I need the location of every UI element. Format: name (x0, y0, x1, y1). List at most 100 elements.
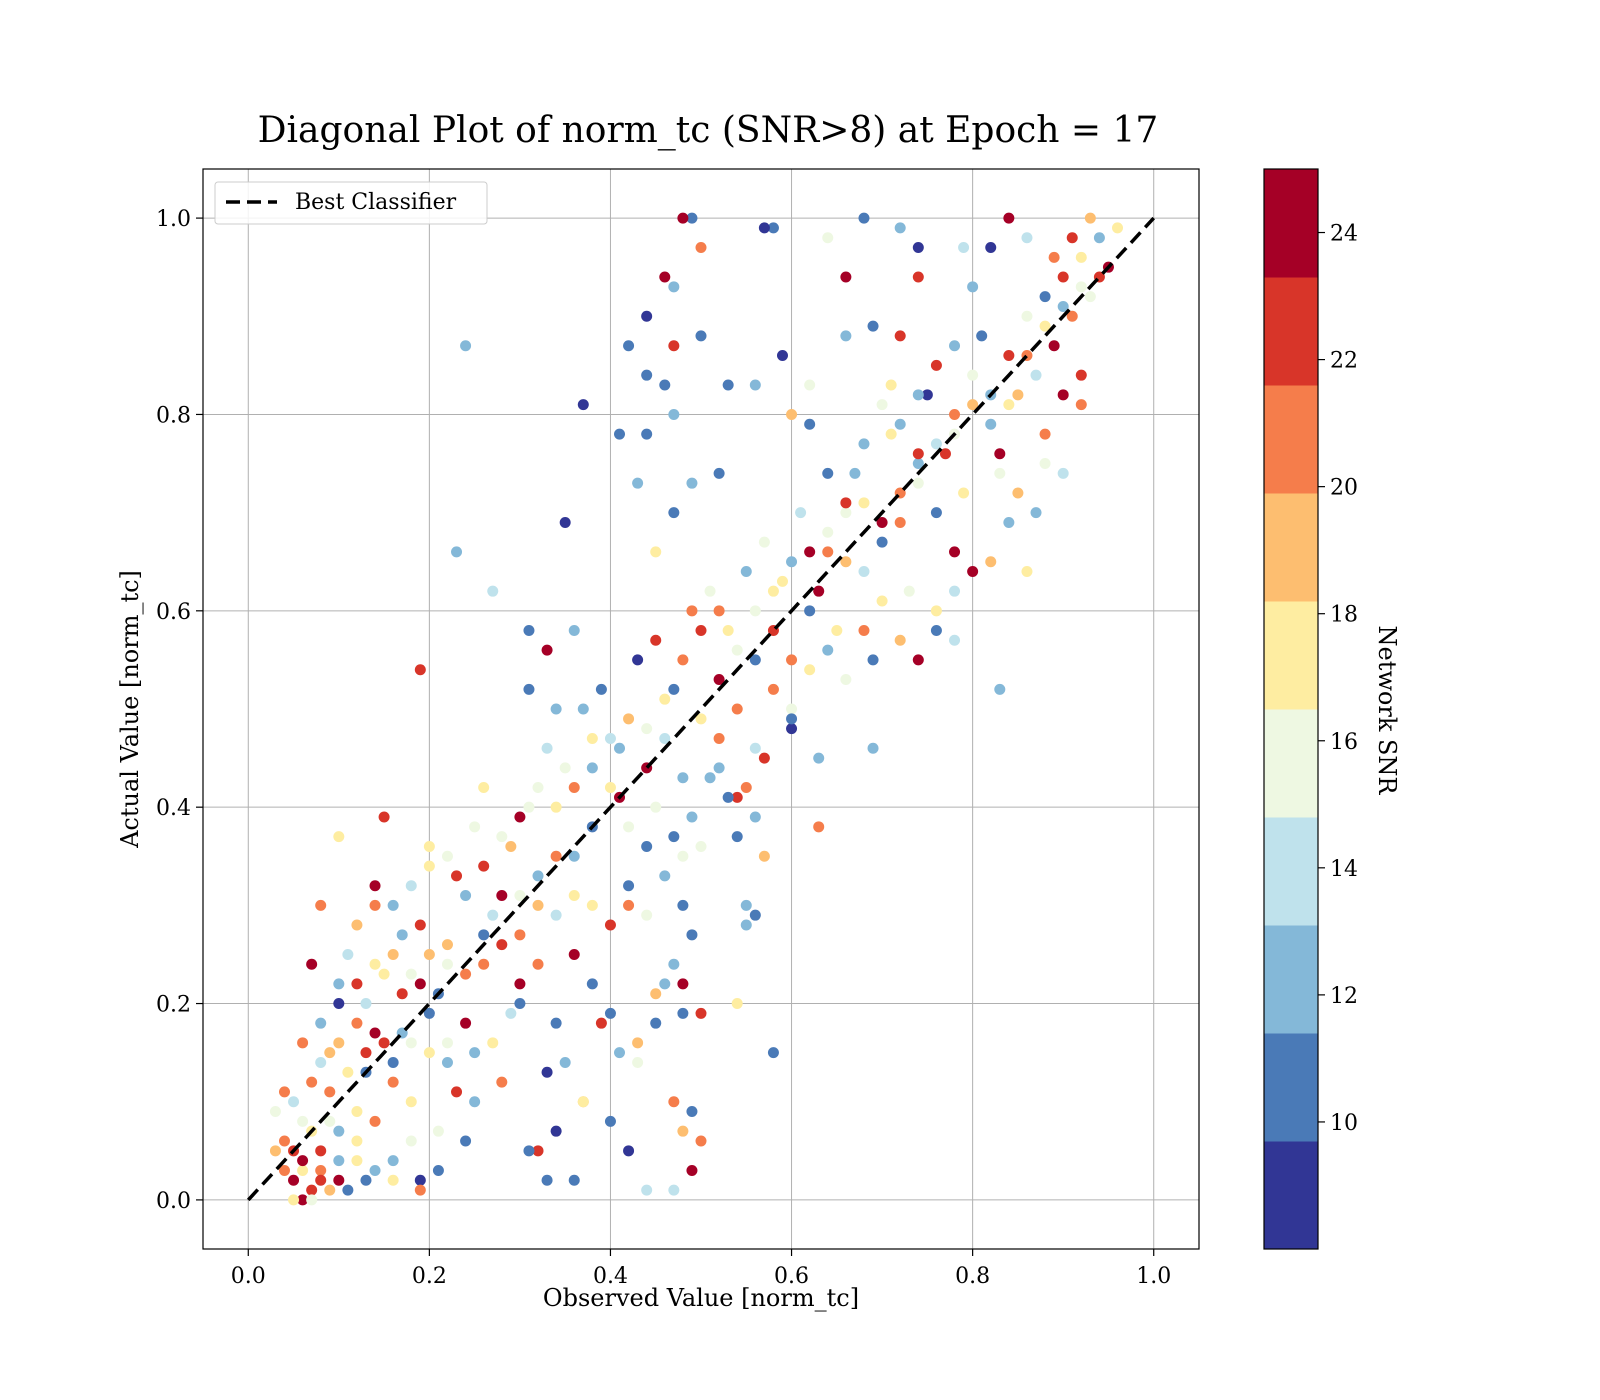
y-tick-label: 0.8 (156, 403, 191, 428)
data-point (586, 762, 598, 774)
data-point (387, 1056, 399, 1068)
data-point (577, 399, 589, 411)
data-point (713, 674, 725, 686)
data-point (405, 1096, 417, 1108)
x-tick-label: 0.6 (774, 1264, 809, 1289)
data-point (469, 1047, 481, 1059)
data-point (532, 899, 544, 911)
data-point (297, 1164, 309, 1176)
data-point (487, 585, 499, 597)
data-point (659, 693, 671, 705)
data-point (278, 1135, 290, 1147)
data-point (958, 487, 970, 499)
data-point (749, 605, 761, 617)
best-classifier-line (246, 216, 1156, 1202)
data-point (786, 713, 798, 725)
x-tick-label: 1.0 (1136, 1264, 1171, 1289)
data-point (641, 1184, 653, 1196)
data-point (867, 654, 879, 666)
data-point (460, 1135, 472, 1147)
data-point (804, 546, 816, 558)
data-point (840, 497, 852, 509)
data-point (804, 664, 816, 676)
data-point (1075, 281, 1087, 293)
data-point (306, 958, 318, 970)
data-point (423, 840, 435, 852)
data-point (967, 399, 979, 411)
data-point (315, 1164, 327, 1176)
data-point (414, 1174, 426, 1186)
data-point (387, 1155, 399, 1167)
data-point (632, 654, 644, 666)
data-point (568, 948, 580, 960)
data-point (1075, 251, 1087, 263)
colorbar-frame (1263, 168, 1319, 1250)
data-point (369, 1027, 381, 1039)
data-point (423, 1007, 435, 1019)
data-point (360, 1047, 372, 1059)
data-point (767, 683, 779, 695)
data-point (1021, 310, 1033, 322)
legend-label: Best Classifier (295, 190, 457, 215)
data-point (994, 467, 1006, 479)
data-point (469, 821, 481, 833)
data-point (414, 1184, 426, 1196)
data-point (686, 811, 698, 823)
plot-frame (202, 168, 1200, 1250)
colorbar-segment (1264, 601, 1318, 710)
data-point (867, 742, 879, 754)
data-point (749, 742, 761, 754)
data-point (849, 467, 861, 479)
data-point (894, 634, 906, 646)
data-point (949, 546, 961, 558)
data-point (387, 1076, 399, 1088)
data-point (994, 448, 1006, 460)
data-point (767, 1047, 779, 1059)
data-point (604, 782, 616, 794)
data-point (967, 369, 979, 381)
data-point (695, 1007, 707, 1019)
data-point (532, 1145, 544, 1157)
data-point (351, 1155, 363, 1167)
data-point (1093, 232, 1105, 244)
data-point (641, 909, 653, 921)
data-point (930, 605, 942, 617)
data-point (704, 585, 716, 597)
data-point (641, 723, 653, 735)
data-point (894, 516, 906, 528)
data-point (1057, 300, 1069, 312)
data-point (776, 350, 788, 362)
data-point (822, 644, 834, 656)
y-tick-label: 0.6 (156, 600, 191, 625)
data-point (441, 850, 453, 862)
data-point (333, 831, 345, 843)
data-point (1048, 340, 1060, 352)
colorbar-tick-label: 16 (1330, 730, 1358, 755)
data-point (559, 762, 571, 774)
data-point (749, 909, 761, 921)
data-point (333, 998, 345, 1010)
data-point (550, 1125, 562, 1137)
data-point (487, 1037, 499, 1049)
data-point (324, 1115, 336, 1127)
x-tick-label: 0.4 (593, 1264, 628, 1289)
data-point (396, 988, 408, 1000)
data-point (695, 242, 707, 254)
data-point (632, 1037, 644, 1049)
data-point (659, 978, 671, 990)
data-point (813, 752, 825, 764)
data-point (641, 310, 653, 322)
data-point (704, 772, 716, 784)
data-point (912, 271, 924, 283)
data-point (840, 330, 852, 342)
data-point (595, 1017, 607, 1029)
data-point (731, 791, 743, 803)
data-point (1057, 467, 1069, 479)
data-point (731, 998, 743, 1010)
data-point (414, 978, 426, 990)
data-point (1003, 516, 1015, 528)
data-point (958, 242, 970, 254)
data-point (297, 1155, 309, 1167)
data-point (432, 1164, 444, 1176)
data-point (677, 899, 689, 911)
